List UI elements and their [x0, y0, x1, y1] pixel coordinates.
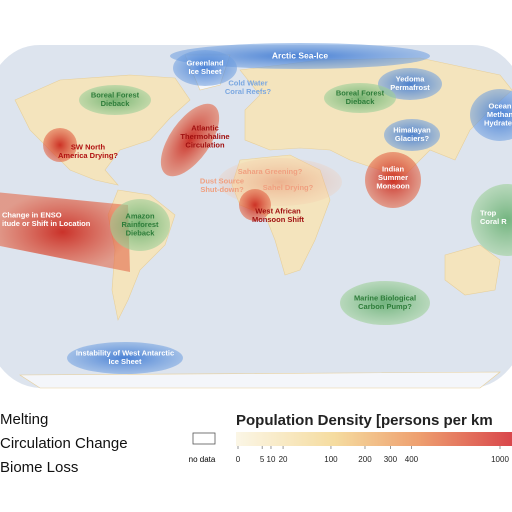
tipping-label: Instability of West Antarctic [76, 349, 174, 358]
tipping-label: Dieback [101, 99, 131, 108]
tipping-region [67, 342, 183, 374]
tipping-label: Himalayan [393, 126, 431, 135]
tipping-label: Arctic Sea-Ice [272, 50, 328, 60]
colorbar-tick-label: 400 [405, 455, 419, 464]
tipping-region [160, 103, 220, 177]
colorbar-tick-label: 0 [236, 455, 241, 464]
tipping-label: Dust Source [200, 177, 244, 186]
tipping-region [384, 119, 440, 151]
tipping-label: Yedoma [396, 75, 426, 84]
tipping-region [365, 152, 421, 208]
tipping-label: Indian [382, 164, 405, 173]
tipping-label: Amazon [125, 211, 155, 220]
tipping-region [324, 83, 396, 113]
tipping-label: Coral Reefs? [225, 87, 272, 96]
tipping-label: Cold Water [228, 79, 267, 88]
tipping-label: Atlantic [191, 123, 219, 132]
colorbar-tick-label: 300 [384, 455, 398, 464]
legend-label: Circulation Change [0, 435, 128, 452]
tipping-region [470, 89, 512, 141]
tipping-region [239, 189, 271, 221]
colorbar-tick-label: 100 [324, 455, 338, 464]
tipping-label: Summer [378, 173, 408, 182]
colorbar-title: Population Density [persons per km [236, 412, 493, 429]
tipping-label: Sahel Drying? [263, 183, 314, 192]
tipping-region [471, 184, 512, 256]
tipping-region [79, 85, 151, 115]
tipping-regions [0, 43, 512, 374]
tipping-region [43, 128, 77, 162]
tipping-label: Dieback [346, 97, 376, 106]
tipping-label: Trop [480, 209, 497, 218]
colorbar [236, 432, 512, 446]
tipping-label: Ice Sheet [109, 357, 142, 366]
tipping-label: Carbon Pump? [358, 302, 412, 311]
tipping-label: Methan [487, 110, 512, 119]
tipping-region [110, 199, 170, 251]
tipping-label: Monsoon Shift [252, 215, 305, 224]
no-data-label: no data [189, 455, 216, 464]
tipping-label: Shut-down? [200, 185, 244, 194]
colorbar-tick-label: 10 [267, 455, 276, 464]
colorbar-tick-label: 1000 [491, 455, 509, 464]
tipping-label: Circulation [185, 140, 225, 149]
colorbar-tick-label: 5 [260, 455, 265, 464]
tipping-region [340, 281, 430, 325]
tipping-label: Ocean [489, 101, 512, 110]
tipping-region [378, 68, 442, 100]
tipping-label: Boreal Forest [336, 89, 385, 98]
tipping-label: Glaciers? [395, 134, 430, 143]
tipping-label: SW North [71, 143, 106, 152]
tipping-label: Thermohaline [180, 132, 229, 141]
australia [444, 244, 501, 296]
tipping-label: Boreal Forest [91, 91, 140, 100]
legend-label: Biome Loss [0, 459, 78, 476]
tipping-label: Change in ENSO [2, 211, 62, 220]
tipping-label: itude or Shift in Location [2, 219, 91, 228]
legend: Melting Circulation Change Biome Loss [0, 411, 128, 476]
legend-label: Melting [0, 411, 48, 428]
tipping-label: Sahara Greening? [238, 167, 303, 176]
tipping-label: Ice Sheet [189, 67, 222, 76]
no-data-swatch [192, 432, 216, 445]
colorbar-tick-label: 20 [279, 455, 288, 464]
tipping-label: Hydrates [484, 118, 512, 127]
tipping-label: Dieback [126, 228, 156, 237]
tipping-label: Marine Biological [354, 294, 416, 303]
tipping-label: West African [255, 207, 301, 216]
tipping-region [173, 50, 237, 86]
tipping-label: Monsoon [376, 181, 410, 190]
tipping-label: Greenland [186, 59, 224, 68]
tipping-region [0, 192, 130, 272]
tipping-label: Coral R [480, 217, 507, 226]
tipping-label: America Drying? [58, 151, 118, 160]
tipping-label: Permafrost [390, 83, 430, 92]
antarctica [18, 371, 501, 389]
colorbar-tick-label: 200 [358, 455, 372, 464]
tipping-label: Rainforest [121, 220, 159, 229]
